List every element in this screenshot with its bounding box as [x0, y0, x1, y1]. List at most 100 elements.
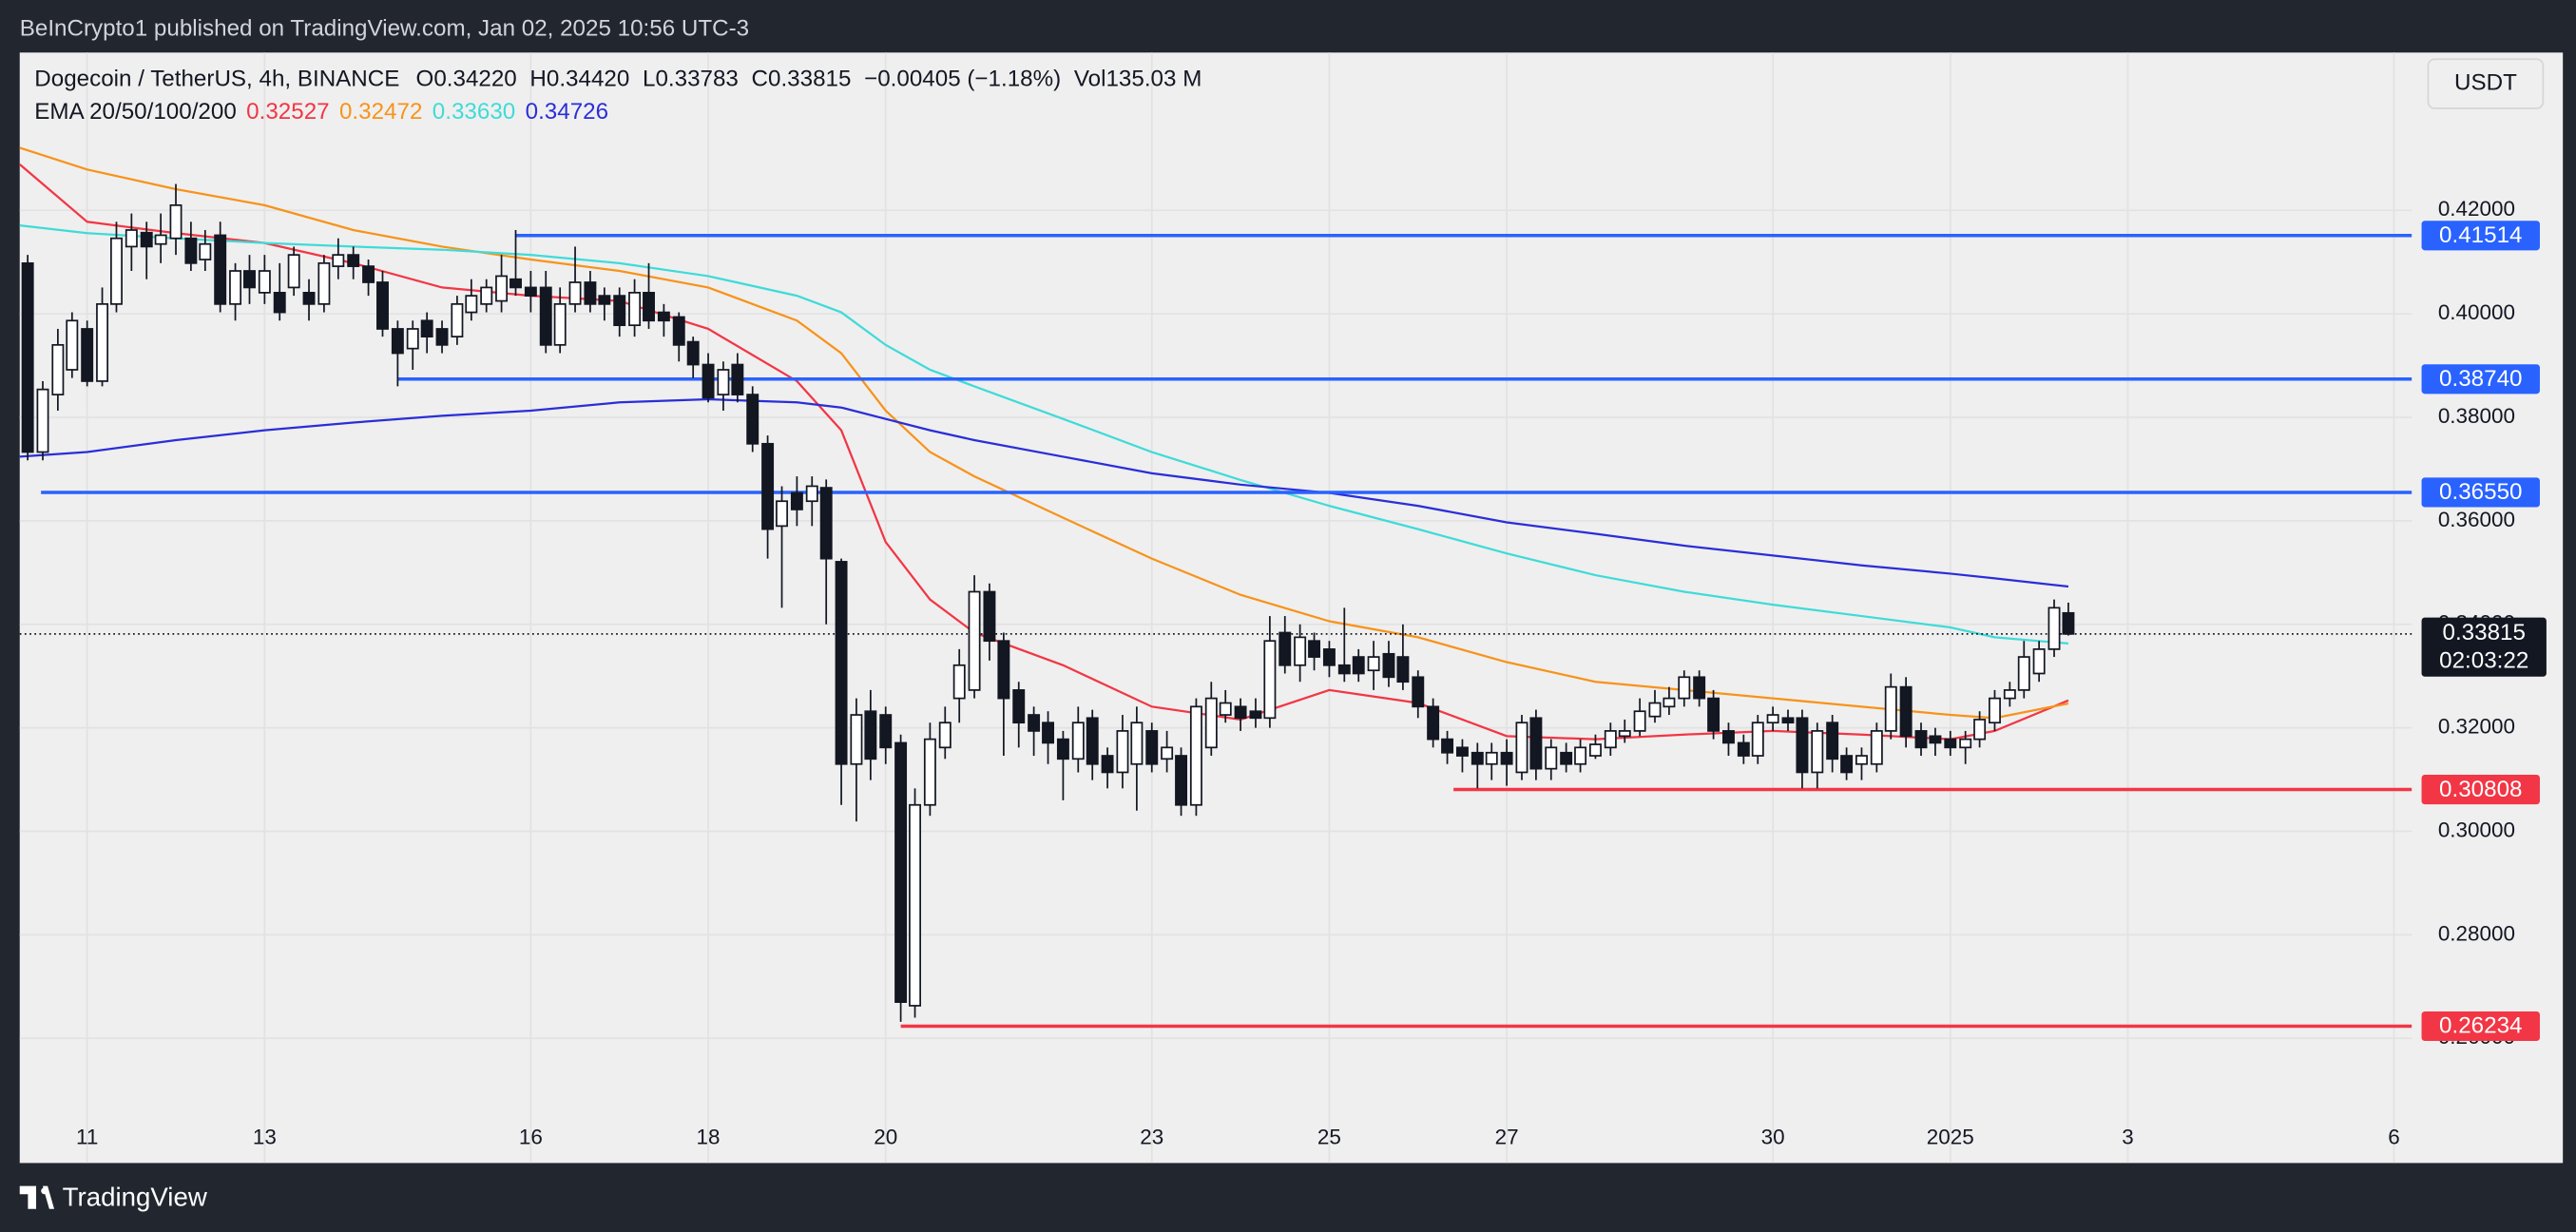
- candle-body: [1278, 631, 1292, 666]
- candle-body: [1382, 652, 1395, 679]
- candle-body: [1959, 738, 1972, 749]
- candle-body: [1884, 685, 1897, 732]
- candle-body: [1588, 743, 1602, 757]
- y-tick-label: 0.28000: [2438, 921, 2515, 945]
- candle-body: [952, 664, 966, 700]
- price-tags: 0.41514 0.38740 0.36550 0.30808 0.26234 0.338…: [2421, 221, 2547, 1042]
- last-price-tag: [2421, 617, 2547, 677]
- publisher-line: BeInCrypto1 published on TradingView.com…: [20, 15, 749, 41]
- candle-body: [672, 316, 685, 346]
- candle-body: [1189, 705, 1202, 806]
- volume: 135.03 M: [1105, 67, 1201, 92]
- x-tick-label: 3: [2122, 1125, 2134, 1148]
- candle-body: [1352, 656, 1365, 675]
- candle-body: [938, 722, 952, 749]
- candle-body: [2062, 611, 2075, 635]
- ohlc-value: 0.33815: [768, 67, 851, 92]
- candle-body: [1899, 685, 1913, 738]
- candle-body: [229, 270, 242, 305]
- candle-body: [1529, 717, 1543, 770]
- y-tick-label: 0.30000: [2438, 818, 2515, 841]
- candle-body: [1161, 746, 1174, 760]
- ohlc-key: L: [643, 67, 655, 92]
- candle-body: [553, 302, 567, 346]
- candle-body: [1707, 697, 1721, 732]
- ema-line: [19, 146, 2069, 720]
- candle-body: [584, 281, 597, 305]
- x-tick-label: 2025: [1927, 1125, 1974, 1148]
- candle-body: [894, 741, 908, 1004]
- candle-body: [761, 442, 775, 530]
- candle-body: [923, 738, 936, 806]
- level-label: 0.26234: [2439, 1013, 2522, 1039]
- symbol: Dogecoin / TetherUS, 4h, BINANCE: [34, 67, 399, 92]
- levels: [19, 234, 2413, 1029]
- candle-body: [997, 640, 1010, 700]
- candle-body: [643, 292, 655, 322]
- candle-body: [96, 302, 109, 382]
- candle-body: [1204, 697, 1218, 749]
- y-tick-label: 0.32000: [2438, 715, 2515, 739]
- candle-body: [362, 265, 375, 283]
- candle-body: [1056, 738, 1069, 760]
- candle-body: [332, 254, 345, 267]
- candle-body: [140, 231, 153, 248]
- candle-body: [2003, 689, 2016, 700]
- countdown: 02:03:22: [2439, 648, 2528, 674]
- logo-dot: [41, 1187, 48, 1195]
- candle-body: [51, 343, 65, 395]
- ema-value: 0.32527: [246, 100, 329, 125]
- candle-body: [1263, 640, 1277, 720]
- ohlc-key: O: [415, 67, 433, 92]
- ema-line: [19, 397, 2069, 588]
- ohlc-key: C: [752, 67, 768, 92]
- candle-body: [1471, 751, 1484, 765]
- candle-body: [1574, 746, 1587, 765]
- candle-body: [1781, 717, 1795, 724]
- candle-body: [1693, 676, 1706, 700]
- candle-body: [243, 270, 256, 289]
- brand: TradingView: [63, 1183, 208, 1212]
- x-tick-label: 23: [1140, 1125, 1163, 1148]
- y-tick-label: 0.42000: [2438, 197, 2515, 221]
- y-tick-label: 0.38000: [2438, 404, 2515, 428]
- candle-body: [1294, 636, 1307, 666]
- ema-line: [19, 223, 2069, 645]
- candle-body: [420, 319, 433, 337]
- candle-body: [835, 561, 848, 765]
- level-tag: [2421, 477, 2540, 508]
- candle-body: [1028, 714, 1041, 732]
- candle-body: [214, 234, 227, 305]
- candle-body: [1618, 730, 1631, 738]
- candle-body: [317, 261, 331, 305]
- change: −0.00405 (−1.18%): [864, 67, 1061, 92]
- candle-body: [21, 261, 34, 453]
- ohlc-value: 0.33783: [655, 67, 738, 92]
- candle-body: [376, 281, 389, 330]
- candle-body: [539, 286, 552, 346]
- candle-body: [406, 328, 419, 350]
- candle-body: [568, 281, 582, 305]
- candle-body: [2017, 656, 2030, 691]
- candle-body: [1545, 746, 1558, 770]
- candle-body: [1648, 702, 1662, 718]
- candle-body: [524, 286, 537, 297]
- candle-body: [776, 500, 788, 528]
- candle-body: [1870, 730, 1883, 765]
- level-tag: [2421, 221, 2540, 251]
- last-price-label: 0.33815: [2442, 620, 2525, 645]
- candle-body: [1116, 730, 1129, 774]
- x-tick-label: 16: [519, 1125, 543, 1148]
- candle-body: [1500, 751, 1513, 765]
- candle-body: [509, 278, 522, 289]
- x-tick-label: 6: [2388, 1125, 2400, 1148]
- candle-body: [1721, 730, 1735, 744]
- candle-body: [1234, 705, 1247, 720]
- candle-body: [495, 275, 509, 302]
- chart-area: [19, 52, 2564, 1164]
- candle-body: [968, 590, 981, 691]
- currency-button[interactable]: [2427, 58, 2545, 109]
- candle-body: [1101, 755, 1114, 774]
- currency[interactable]: USDT: [2454, 70, 2517, 96]
